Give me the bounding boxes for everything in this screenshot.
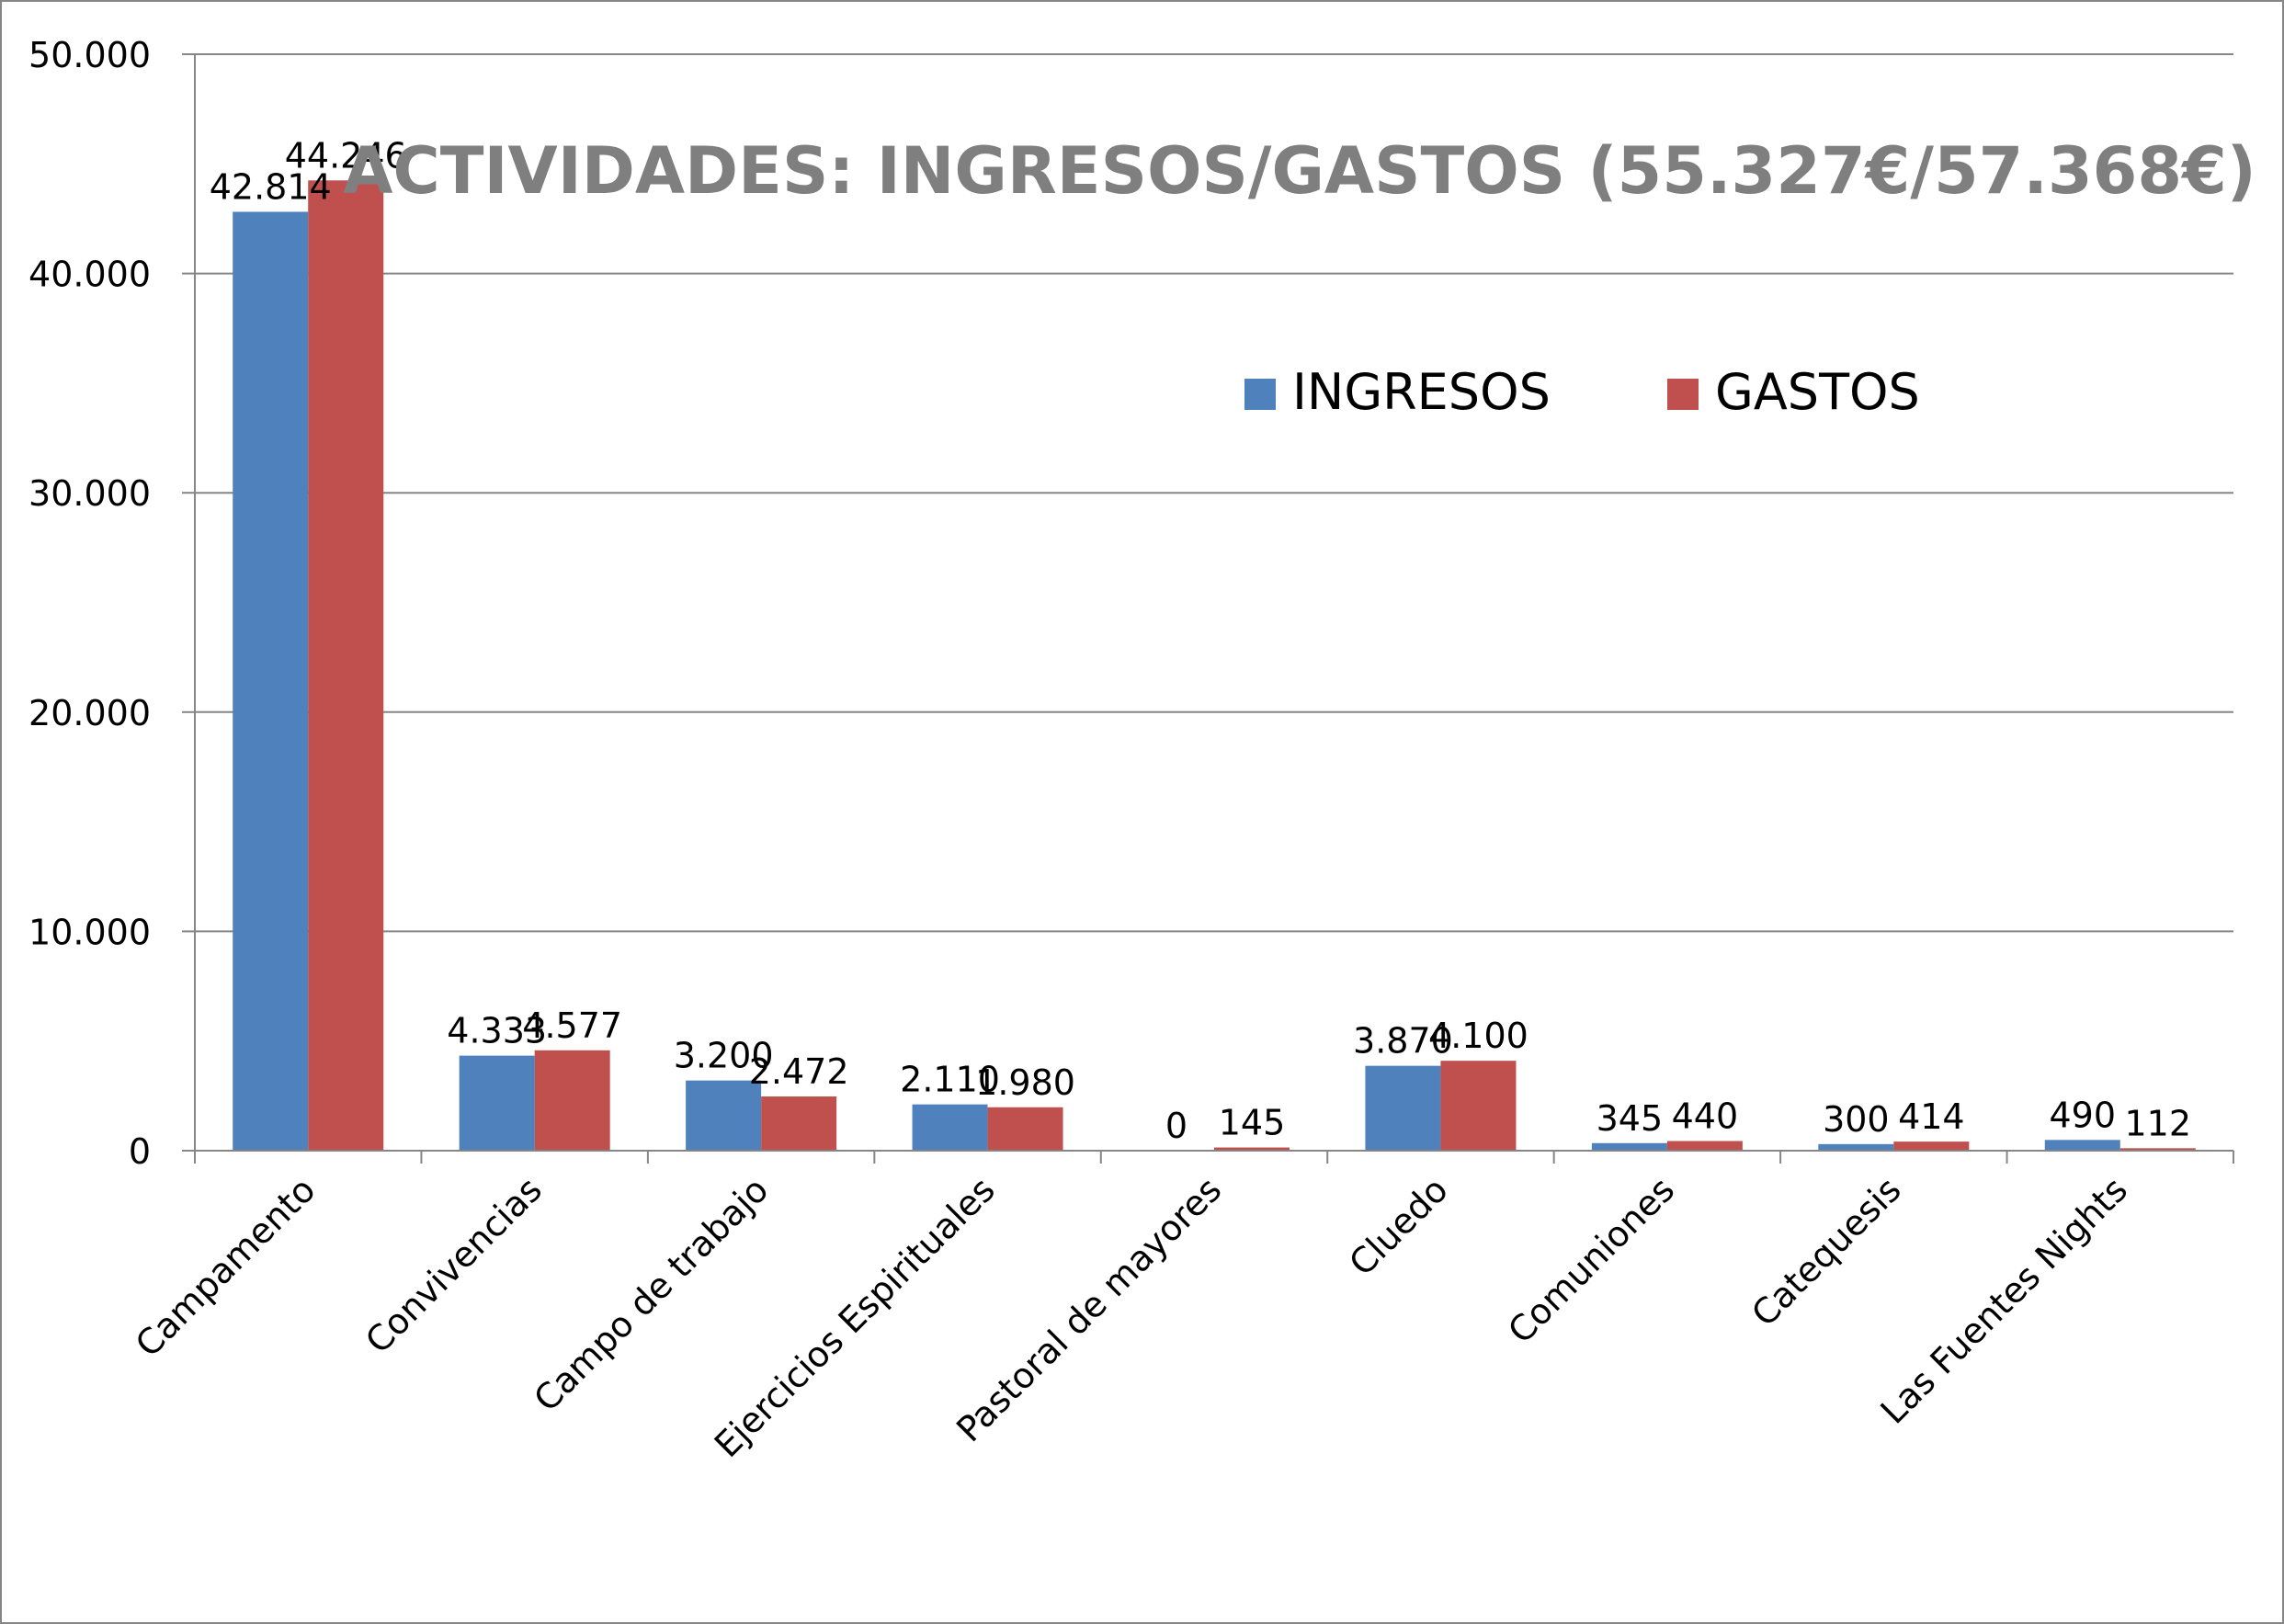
bar-ingresos: [912, 1104, 988, 1151]
data-label: 4.100: [1428, 1016, 1528, 1056]
data-label: 414: [1898, 1096, 1965, 1137]
bar-gastos: [987, 1107, 1063, 1151]
bar-ingresos: [233, 211, 309, 1152]
bar-ingresos: [1591, 1142, 1667, 1151]
data-label: 4.577: [522, 1005, 622, 1046]
bar-ingresos: [2044, 1140, 2120, 1151]
data-label: 2.110: [900, 1060, 1000, 1100]
bar-gastos: [1214, 1147, 1290, 1151]
x-tick-label: Cluedo: [1341, 1169, 1455, 1283]
data-label: 44.246: [285, 135, 407, 176]
y-tick-label: 30.000: [28, 473, 151, 514]
legend-label-ingresos: INGRESOS: [1292, 363, 1551, 421]
data-label: 0: [1165, 1106, 1187, 1146]
x-tick-label: Pastoral de mayores: [949, 1169, 1229, 1449]
data-label: 1.980: [975, 1062, 1075, 1103]
bar-gastos: [308, 180, 384, 1152]
bar-gastos: [1666, 1141, 1743, 1151]
data-label: 4.333: [447, 1011, 547, 1051]
bar-ingresos: [1365, 1065, 1441, 1151]
data-label: 440: [1672, 1096, 1739, 1137]
y-tick-label: 0: [129, 1131, 151, 1172]
data-label: 345: [1597, 1098, 1664, 1139]
data-label: 300: [1823, 1099, 1890, 1140]
bar-gastos: [1440, 1061, 1517, 1151]
data-label: 2.472: [749, 1051, 849, 1092]
gridlines: [195, 53, 2233, 933]
data-label: 490: [2050, 1095, 2117, 1135]
x-tick-label: Comuniones: [1500, 1169, 1682, 1351]
bar-ingresos: [459, 1055, 535, 1151]
x-tick-label: Convivencias: [358, 1169, 550, 1361]
data-label: 3.200: [674, 1036, 774, 1076]
bar-gastos: [761, 1096, 837, 1151]
bar-gastos: [534, 1050, 610, 1151]
x-tick-label: Las Fuentes Nights: [1873, 1169, 2135, 1431]
data-label: 112: [2125, 1103, 2192, 1143]
bar-gastos: [2119, 1148, 2196, 1151]
x-tick-label: Campo de trabajo: [526, 1169, 776, 1419]
x-tick-label: Campamento: [128, 1169, 324, 1365]
legend-swatch-gastos: [1667, 379, 1699, 410]
bar-gastos: [1893, 1141, 1970, 1151]
y-tick-label: 20.000: [28, 693, 151, 733]
y-tick-label: 10.000: [28, 912, 151, 952]
x-tick-label: Catequesis: [1744, 1169, 1908, 1334]
bar-ingresos: [1818, 1143, 1894, 1151]
data-label: 42.814: [210, 166, 332, 207]
legend: INGRESOS GASTOS: [1244, 363, 1920, 421]
data-label: 145: [1219, 1103, 1286, 1143]
legend-label-gastos: GASTOS: [1715, 363, 1920, 421]
y-axis: 0 10.000 20.000 30.000 40.000 50.000: [28, 35, 196, 1172]
bar-ingresos: [686, 1080, 762, 1151]
y-tick-label: 40.000: [28, 255, 151, 295]
y-tick-label: 50.000: [28, 35, 151, 75]
bars: [233, 180, 2196, 1152]
legend-swatch-ingresos: [1244, 379, 1276, 410]
chart-title: ACTIVIDADES: INGRESOS/GASTOS (55.327€/57…: [343, 133, 2256, 209]
data-label: 3.870: [1353, 1021, 1453, 1062]
